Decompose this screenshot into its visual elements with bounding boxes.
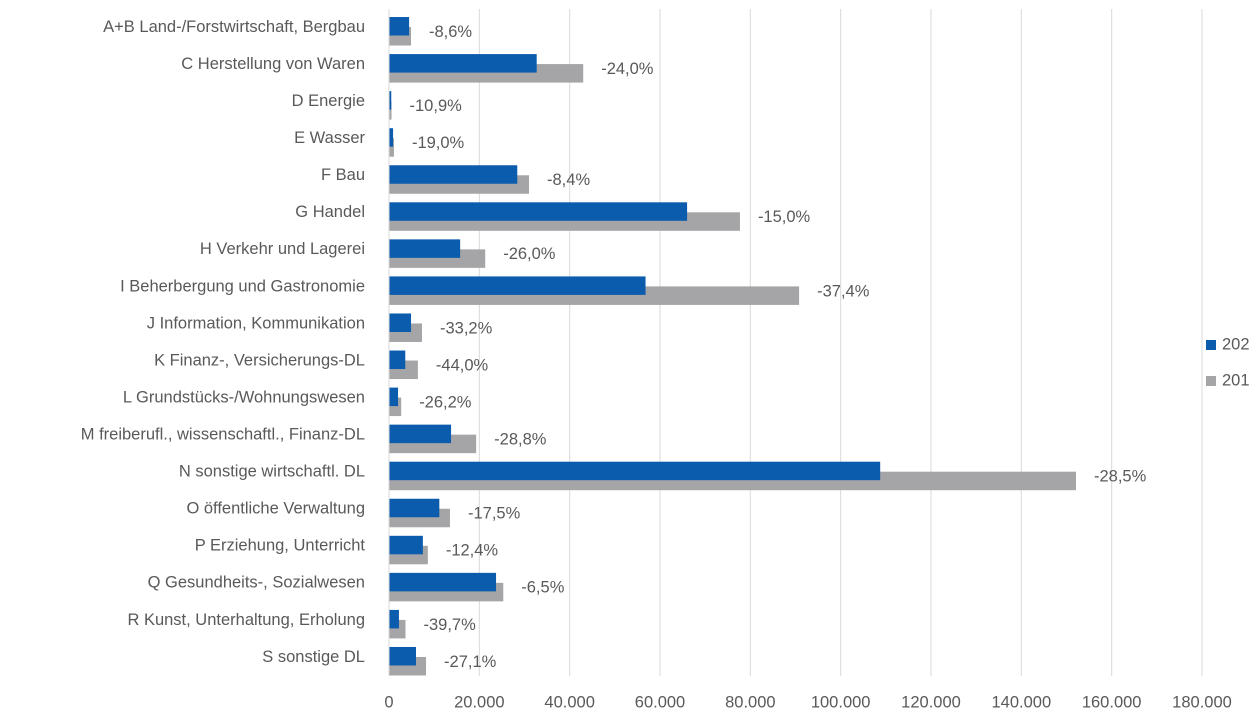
change-label: -24,0% [601, 60, 654, 78]
change-label: -28,8% [494, 430, 547, 448]
bar [389, 461, 881, 481]
bar [389, 165, 518, 184]
bar [389, 535, 423, 555]
y-tick-label: H Verkehr und Lagerei [200, 240, 365, 258]
bar [389, 54, 537, 73]
y-tick-label: J Information, Kommunikation [147, 314, 365, 332]
legend-label: 2019 [1222, 371, 1249, 389]
x-tick-label: 140.000 [992, 693, 1052, 711]
y-tick-label: R Kunst, Unterhaltung, Erholung [127, 611, 365, 629]
change-label: -39,7% [423, 616, 476, 634]
y-tick-label: S sonstige DL [262, 648, 365, 666]
bar [389, 101, 392, 120]
legend-label: 2020 [1222, 335, 1249, 353]
bar [389, 17, 410, 36]
change-label: -6,5% [521, 579, 564, 597]
legend-swatch [1206, 340, 1216, 350]
change-label: -10,9% [410, 97, 463, 115]
y-tick-label: C Herstellung von Waren [181, 55, 365, 73]
change-label: -19,0% [412, 134, 465, 152]
x-tick-label: 120.000 [901, 693, 961, 711]
bar [389, 424, 452, 444]
x-tick-label: 0 [384, 693, 393, 711]
change-label: -28,5% [1094, 468, 1147, 486]
y-tick-label: O öffentliche Verwaltung [186, 500, 365, 518]
bar [389, 128, 394, 147]
change-label: -33,2% [440, 319, 493, 337]
y-tick-label: E Wasser [294, 129, 365, 147]
y-tick-label: Q Gesundheits-, Sozialwesen [148, 574, 365, 592]
change-label: -26,0% [503, 245, 556, 263]
bar [389, 646, 417, 666]
y-tick-label: G Handel [295, 203, 365, 221]
x-tick-label: 60.000 [635, 693, 685, 711]
x-tick-label: 160.000 [1082, 693, 1142, 711]
change-label: -44,0% [436, 356, 489, 374]
bar [389, 609, 399, 629]
y-tick-label: D Energie [292, 92, 365, 110]
bar [389, 138, 394, 157]
bar [389, 91, 392, 110]
bar [389, 313, 412, 332]
y-tick-label: K Finanz-, Versicherungs-DL [154, 351, 365, 369]
change-label: -8,6% [429, 23, 472, 41]
bar [389, 276, 646, 295]
change-label: -15,0% [758, 208, 811, 226]
y-tick-label: L Grundstücks-/Wohnungswesen [123, 388, 365, 406]
y-tick-label: M freiberufl., wissenschaftl., Finanz-DL [81, 425, 365, 443]
change-label: -26,2% [419, 393, 472, 411]
y-tick-label: P Erziehung, Unterricht [195, 537, 366, 555]
change-label: -17,5% [468, 505, 521, 523]
y-tick-label: A+B Land-/Forstwirtschaft, Bergbau [103, 18, 365, 36]
change-label: -27,1% [444, 653, 497, 671]
x-tick-label: 20.000 [454, 693, 504, 711]
bar [389, 202, 688, 221]
bar [389, 572, 497, 592]
y-tick-label: F Bau [321, 166, 365, 184]
y-tick-label: I Beherbergung und Gastronomie [120, 277, 365, 295]
change-label: -12,4% [446, 542, 499, 560]
change-label: -37,4% [817, 282, 870, 300]
x-tick-label: 80.000 [725, 693, 775, 711]
y-tick-label: N sonstige wirtschaftl. DL [179, 463, 365, 481]
bar [389, 239, 461, 258]
bar [389, 350, 406, 370]
legend-swatch [1206, 376, 1216, 386]
x-tick-label: 40.000 [544, 693, 594, 711]
x-tick-label: 100.000 [811, 693, 871, 711]
bar [389, 498, 440, 518]
x-tick-label: 180.000 [1172, 693, 1232, 711]
change-label: -8,4% [547, 171, 590, 189]
bar [389, 387, 399, 407]
